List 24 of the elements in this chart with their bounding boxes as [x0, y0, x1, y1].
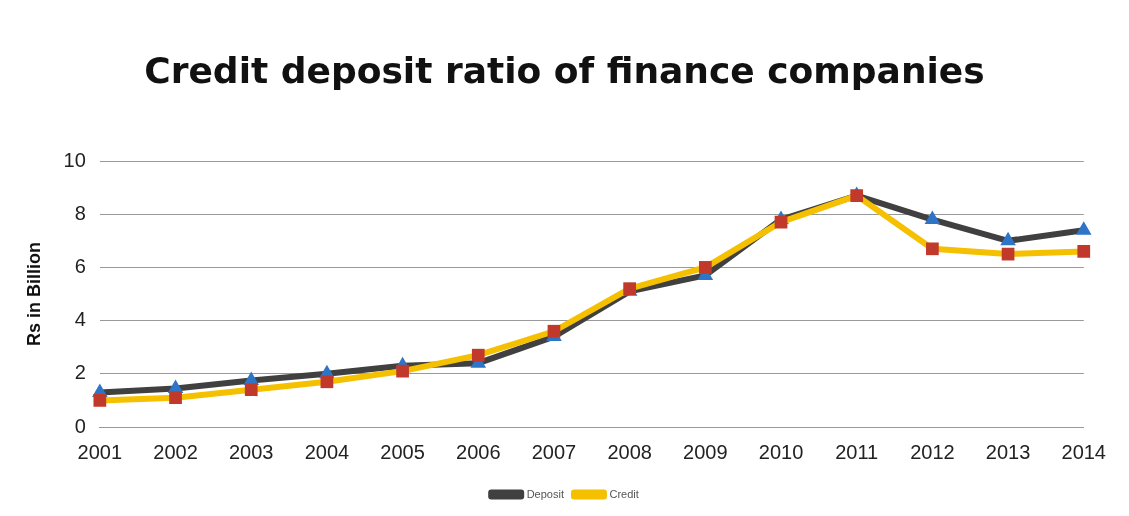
- y-tick-label: 10: [63, 148, 86, 171]
- legend-label: Credit: [609, 487, 639, 500]
- x-tick-label: 2013: [985, 440, 1031, 463]
- x-tick-label: 2009: [683, 440, 728, 463]
- y-tick-label: 2: [74, 361, 86, 384]
- x-tick-label: 2006: [456, 440, 501, 463]
- legend-label: Deposit: [526, 487, 564, 500]
- x-tick-label: 2012: [910, 440, 955, 463]
- x-tick-label: 2001: [77, 440, 123, 463]
- x-tick-label: 2005: [380, 440, 425, 463]
- x-tick-label: 2002: [153, 440, 198, 463]
- y-tick-label: 0: [74, 414, 86, 437]
- y-tick-label: 4: [74, 308, 86, 331]
- x-tick-label: 2004: [304, 440, 350, 463]
- x-tick-label: 2008: [607, 440, 652, 463]
- y-tick-label: 8: [74, 201, 86, 224]
- x-tick-label: 2007: [531, 440, 577, 463]
- x-tick-label: 2011: [835, 440, 879, 463]
- y-axis-title: Rs in Billion: [23, 241, 44, 347]
- y-tick-label: 6: [74, 254, 86, 277]
- x-tick-label: 2010: [758, 440, 804, 463]
- x-tick-label: 2014: [1061, 440, 1106, 463]
- x-tick-label: 2003: [228, 440, 274, 463]
- chart-title: Credit deposit ratio of finance companies: [143, 50, 986, 91]
